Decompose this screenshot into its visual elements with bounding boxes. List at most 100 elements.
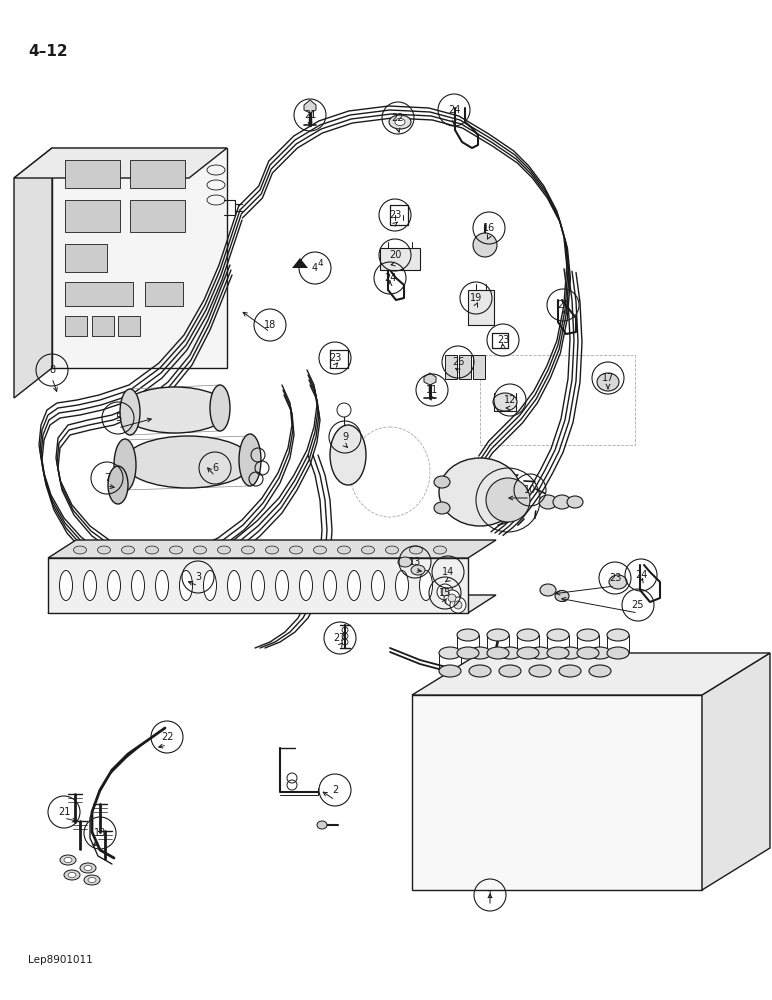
Ellipse shape [457,647,479,659]
Polygon shape [14,148,227,178]
Ellipse shape [83,570,96,600]
Bar [480,355,635,445]
Text: 24: 24 [557,300,569,310]
Ellipse shape [567,496,583,508]
Ellipse shape [73,546,86,554]
Text: 19: 19 [470,293,482,303]
Circle shape [448,594,456,602]
Ellipse shape [266,546,279,554]
Ellipse shape [529,647,551,659]
Polygon shape [412,695,702,890]
Text: 9: 9 [342,432,348,442]
Ellipse shape [347,570,361,600]
Bar [65,160,120,188]
Text: 7: 7 [104,473,110,483]
Text: 4–12: 4–12 [28,44,68,60]
Bar [459,355,471,379]
Bar [468,290,494,325]
Text: 16: 16 [482,223,495,233]
Circle shape [444,590,460,606]
Bar [65,200,120,232]
Text: 8: 8 [49,365,55,375]
Text: 21: 21 [304,110,317,120]
Polygon shape [14,148,52,398]
Ellipse shape [131,570,144,600]
Ellipse shape [409,546,422,554]
Text: 12: 12 [504,395,516,405]
Text: 13: 13 [94,828,106,838]
Bar [118,316,140,336]
Ellipse shape [124,436,252,488]
Ellipse shape [389,115,411,129]
Ellipse shape [290,546,303,554]
Ellipse shape [434,502,450,514]
Ellipse shape [559,647,581,659]
Circle shape [437,584,453,600]
Ellipse shape [517,647,539,659]
Ellipse shape [439,647,461,659]
Ellipse shape [242,546,255,554]
Ellipse shape [80,863,96,873]
Circle shape [450,597,466,613]
Bar [473,355,485,379]
Text: Lep8901011: Lep8901011 [28,955,93,965]
Text: 18: 18 [264,320,276,330]
Ellipse shape [487,629,509,641]
Ellipse shape [493,393,517,411]
Ellipse shape [59,570,73,600]
Bar [145,282,183,306]
Ellipse shape [395,118,405,125]
Ellipse shape [97,546,110,554]
Text: 23: 23 [389,210,401,220]
Ellipse shape [239,434,261,486]
Circle shape [454,601,462,609]
Ellipse shape [121,387,229,433]
Polygon shape [48,558,468,613]
Ellipse shape [121,546,134,554]
Text: 17: 17 [602,373,615,383]
Ellipse shape [218,546,231,554]
Polygon shape [702,653,770,890]
Text: 1: 1 [487,890,493,900]
Ellipse shape [84,875,100,885]
Polygon shape [48,595,496,613]
Ellipse shape [434,546,446,554]
Ellipse shape [228,570,241,600]
Text: 14: 14 [442,567,454,577]
Bar [65,282,133,306]
Ellipse shape [589,647,611,659]
Ellipse shape [210,385,230,431]
Ellipse shape [252,570,265,600]
Text: 24: 24 [448,105,460,115]
Circle shape [486,478,530,522]
Ellipse shape [337,546,350,554]
Ellipse shape [170,546,182,554]
Text: 23: 23 [497,335,510,345]
Ellipse shape [469,665,491,677]
Text: 21: 21 [58,807,70,817]
Ellipse shape [547,629,569,641]
Ellipse shape [607,629,629,641]
Ellipse shape [317,821,327,829]
Ellipse shape [60,855,76,865]
Ellipse shape [559,665,581,677]
Ellipse shape [108,466,128,504]
Ellipse shape [323,570,337,600]
Polygon shape [48,540,496,558]
Ellipse shape [398,557,412,567]
Ellipse shape [395,570,408,600]
Ellipse shape [577,647,599,659]
Ellipse shape [411,565,425,575]
Ellipse shape [64,857,72,862]
Text: 24: 24 [384,273,396,283]
Text: 23: 23 [609,573,621,583]
Bar [130,200,185,232]
Text: 15: 15 [438,588,451,598]
Text: 27: 27 [334,633,347,643]
Text: 22: 22 [161,732,173,742]
Bar [65,244,107,272]
Ellipse shape [361,546,374,554]
Ellipse shape [589,665,611,677]
Text: 3: 3 [195,572,201,582]
Ellipse shape [107,570,120,600]
